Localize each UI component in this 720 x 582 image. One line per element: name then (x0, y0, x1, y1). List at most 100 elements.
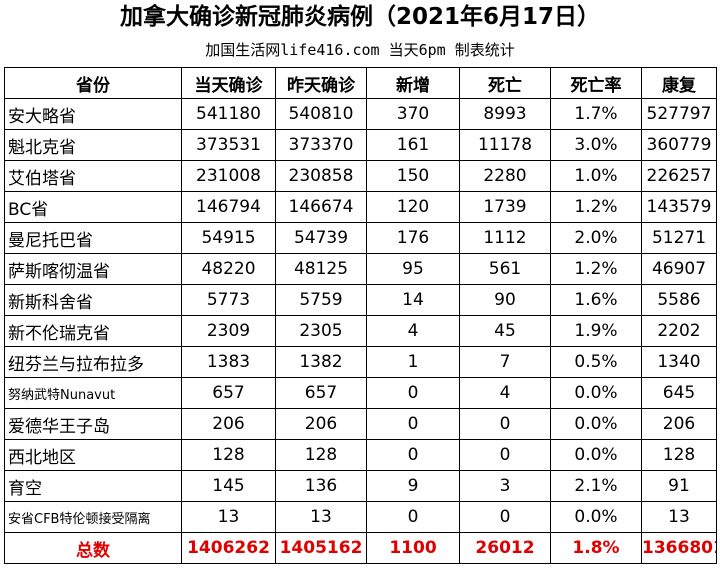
value-cell: 206 (275, 408, 367, 440)
province-cell: 新斯科舍省 (4, 284, 182, 316)
header-cell: 死亡 (459, 67, 551, 99)
table-header: 省份 当天确诊 昨天确诊 新增 死亡 死亡率 康复 (4, 67, 717, 99)
value-cell: 14 (366, 284, 460, 316)
value-cell: 5586 (641, 284, 717, 316)
value-cell: 54915 (181, 222, 276, 254)
value-cell: 2202 (641, 315, 717, 347)
value-cell: 2309 (181, 315, 276, 347)
value-cell: 48125 (275, 253, 367, 285)
value-cell: 150 (366, 160, 460, 192)
value-cell: 1.7% (550, 98, 642, 130)
value-cell: 1.2% (550, 253, 642, 285)
value-cell: 373370 (275, 129, 367, 161)
value-cell: 128 (181, 439, 276, 471)
value-cell: 657 (275, 377, 367, 409)
value-cell: 45 (459, 315, 551, 347)
value-cell: 146794 (181, 191, 276, 223)
value-cell: 128 (275, 439, 367, 471)
table-row: BC省 146794 146674 120 1739 1.2% 143579 (4, 191, 717, 223)
subtitle: 加国生活网life416.com 当天6pm 制表统计 (205, 41, 515, 59)
value-cell: 0 (366, 501, 460, 533)
value-cell: 7 (459, 346, 551, 378)
header-cell: 康复 (641, 67, 717, 99)
value-cell: 161 (366, 129, 460, 161)
value-cell: 1.2% (550, 191, 642, 223)
total-cell: 26012 (459, 532, 551, 564)
value-cell: 4 (459, 377, 551, 409)
province-cell: 安大略省 (4, 98, 182, 130)
value-cell: 1 (366, 346, 460, 378)
table-row: 魁北克省 373531 373370 161 11178 3.0% 360779 (4, 129, 717, 161)
table-row: 努纳武特Nunavut 657 657 0 4 0.0% 645 (4, 377, 717, 409)
value-cell: 13 (275, 501, 367, 533)
province-cell: 爱德华王子岛 (4, 408, 182, 440)
value-cell: 120 (366, 191, 460, 223)
total-label: 总数 (4, 532, 182, 564)
value-cell: 146674 (275, 191, 367, 223)
total-cell: 1366801 (641, 532, 717, 564)
value-cell: 360779 (641, 129, 717, 161)
header-cell: 省份 (4, 67, 182, 99)
value-cell: 2.0% (550, 222, 642, 254)
value-cell: 0.0% (550, 377, 642, 409)
value-cell: 11178 (459, 129, 551, 161)
value-cell: 206 (181, 408, 276, 440)
province-cell: BC省 (4, 191, 182, 223)
value-cell: 373531 (181, 129, 276, 161)
value-cell: 48220 (181, 253, 276, 285)
province-cell: 安省CFB特伦顿接受隔离 (4, 501, 182, 533)
table-row: 萨斯喀彻温省 48220 48125 95 561 1.2% 46907 (4, 253, 717, 285)
value-cell: 51271 (641, 222, 717, 254)
value-cell: 645 (641, 377, 717, 409)
value-cell: 143579 (641, 191, 717, 223)
header-cell: 当天确诊 (181, 67, 276, 99)
value-cell: 2280 (459, 160, 551, 192)
value-cell: 1340 (641, 346, 717, 378)
value-cell: 1383 (181, 346, 276, 378)
value-cell: 541180 (181, 98, 276, 130)
table-row: 纽芬兰与拉布拉多 1383 1382 1 7 0.5% 1340 (4, 346, 717, 378)
value-cell: 0.0% (550, 408, 642, 440)
table-row: 安省CFB特伦顿接受隔离 13 13 0 0 0.0% 13 (4, 501, 717, 533)
header-cell: 死亡率 (550, 67, 642, 99)
value-cell: 3.0% (550, 129, 642, 161)
value-cell: 0 (459, 501, 551, 533)
province-cell: 萨斯喀彻温省 (4, 253, 182, 285)
value-cell: 0.0% (550, 501, 642, 533)
table-row: 西北地区 128 128 0 0 0.0% 128 (4, 439, 717, 471)
value-cell: 370 (366, 98, 460, 130)
province-cell: 魁北克省 (4, 129, 182, 161)
value-cell: 1112 (459, 222, 551, 254)
value-cell: 13 (641, 501, 717, 533)
value-cell: 136 (275, 470, 367, 502)
value-cell: 145 (181, 470, 276, 502)
table-row: 曼尼托巴省 54915 54739 176 1112 2.0% 51271 (4, 222, 717, 254)
total-cell: 1406262 (181, 532, 276, 564)
value-cell: 0 (366, 377, 460, 409)
value-cell: 540810 (275, 98, 367, 130)
value-cell: 527797 (641, 98, 717, 130)
value-cell: 128 (641, 439, 717, 471)
table-row: 安大略省 541180 540810 370 8993 1.7% 527797 (4, 98, 717, 130)
value-cell: 2305 (275, 315, 367, 347)
value-cell: 90 (459, 284, 551, 316)
province-cell: 努纳武特Nunavut (4, 377, 182, 409)
province-cell: 曼尼托巴省 (4, 222, 182, 254)
province-cell: 新不伦瑞克省 (4, 315, 182, 347)
value-cell: 3 (459, 470, 551, 502)
value-cell: 95 (366, 253, 460, 285)
value-cell: 5759 (275, 284, 367, 316)
value-cell: 1739 (459, 191, 551, 223)
table-row: 育空 145 136 9 3 2.1% 91 (4, 470, 717, 502)
value-cell: 9 (366, 470, 460, 502)
value-cell: 657 (181, 377, 276, 409)
value-cell: 231008 (181, 160, 276, 192)
value-cell: 2.1% (550, 470, 642, 502)
value-cell: 1.9% (550, 315, 642, 347)
value-cell: 206 (641, 408, 717, 440)
province-cell: 纽芬兰与拉布拉多 (4, 346, 182, 378)
total-cell: 1405162 (275, 532, 367, 564)
province-cell: 艾伯塔省 (4, 160, 182, 192)
